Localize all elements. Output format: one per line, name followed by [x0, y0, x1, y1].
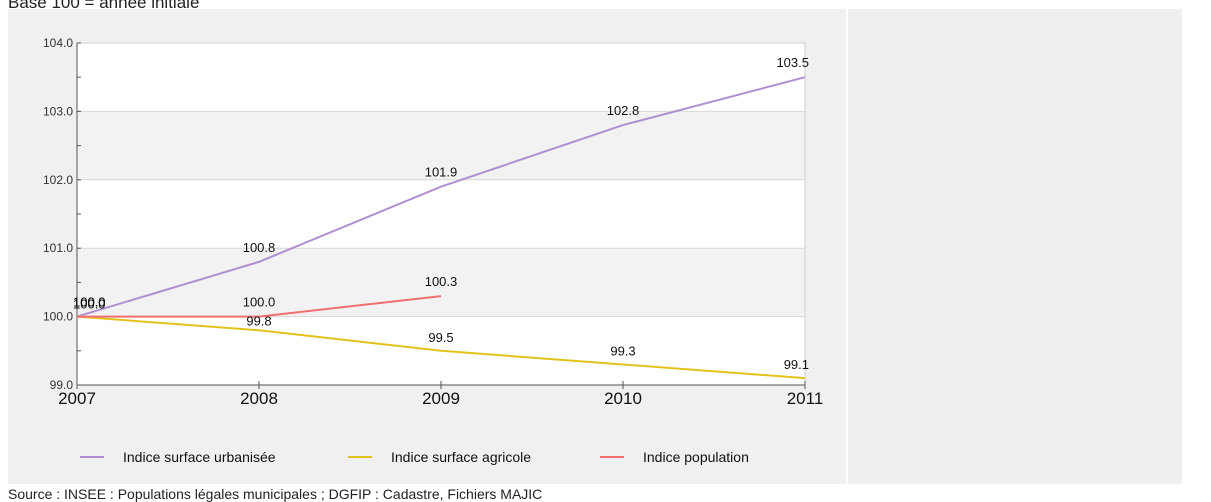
plot-area: [77, 43, 805, 385]
data-label: 100.0: [243, 295, 276, 310]
line-chart: 99.0 100.0 101.0 102.0 103.0 104.0 2007 2008 200…: [43, 36, 824, 465]
x-tick-label: 2009: [422, 389, 460, 408]
x-tick-label: 2008: [240, 389, 278, 408]
data-label: 100.0: [73, 295, 106, 310]
x-tick-label: 2011: [787, 389, 824, 408]
grid-band: [77, 248, 805, 317]
x-tick-label: 2007: [58, 389, 96, 408]
y-tick-label: 103.0: [43, 104, 73, 118]
data-label: 102.8: [607, 103, 640, 118]
data-label: 101.9: [425, 165, 458, 180]
y-tick-label: 101.0: [43, 241, 73, 255]
x-tick-label: 2010: [604, 389, 642, 408]
grid-band: [77, 111, 805, 180]
data-label: 100.3: [425, 274, 458, 289]
data-label: 99.3: [610, 343, 635, 358]
side-panel: [848, 9, 1182, 484]
data-label: 100.8: [243, 240, 276, 255]
data-label: 100.0: [73, 295, 106, 310]
series-line-2: [76, 315, 806, 380]
legend-label-2: Indice surface agricole: [391, 449, 531, 465]
series-line-1: [76, 76, 806, 318]
data-label: 99.1: [784, 357, 809, 372]
chart-panel: 99.0 100.0 101.0 102.0 103.0 104.0 2007 2008 200…: [8, 9, 846, 484]
series-line-3: [77, 295, 442, 318]
data-label: 99.5: [428, 330, 453, 345]
data-label: 103.5: [776, 55, 809, 70]
y-tick-label: 100.0: [43, 310, 73, 324]
source-note: Source : INSEE : Populations légales mun…: [8, 486, 543, 502]
y-tick-label: 99.0: [50, 378, 74, 392]
y-tick-label: 104.0: [43, 36, 73, 50]
legend-label-1: Indice surface urbanisée: [123, 449, 276, 465]
y-tick-label: 102.0: [43, 173, 73, 187]
legend-label-3: Indice population: [643, 449, 749, 465]
data-label: 100.0: [73, 297, 106, 312]
data-label: 99.8: [246, 313, 271, 328]
